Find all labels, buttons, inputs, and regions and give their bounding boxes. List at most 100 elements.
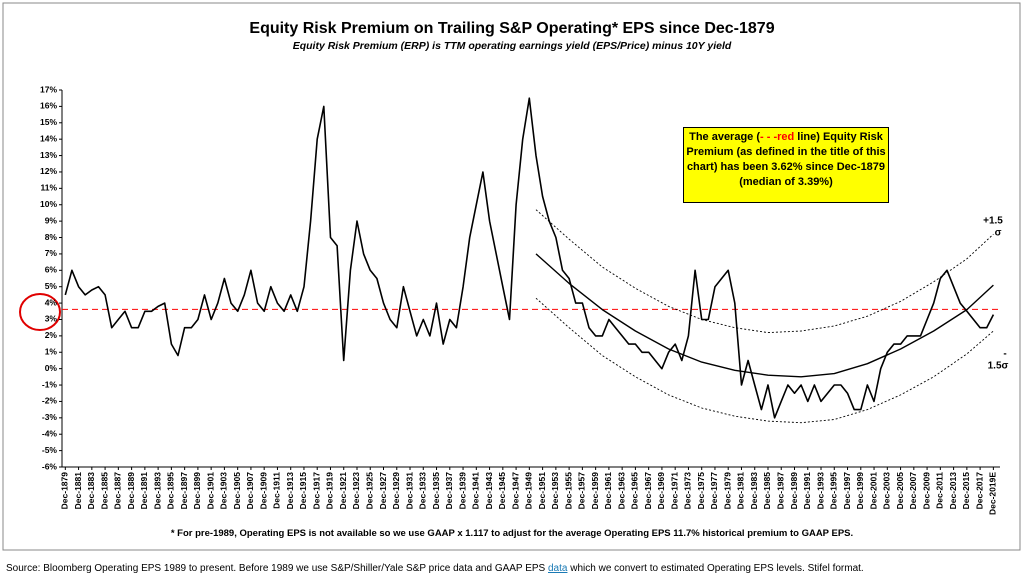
x-tick-label: Dec-1937 [444, 472, 454, 510]
x-tick-label: Dec-1997 [842, 472, 852, 510]
x-tick-label: Dec-1981 [736, 472, 746, 510]
x-tick-label: Dec-1951 [537, 472, 547, 510]
x-tick-label: Dec-1955 [563, 472, 573, 510]
chart-title: Equity Risk Premium on Trailing S&P Oper… [249, 20, 774, 37]
x-tick-label: Dec-1897 [179, 472, 189, 510]
x-tick-label: Dec-2015 [961, 472, 971, 510]
x-tick-label: Dec-1961 [603, 472, 613, 510]
x-tick-label: Dec-1987 [775, 472, 785, 510]
y-tick-label: 12% [40, 166, 57, 176]
x-tick-label: Dec-1979 [722, 472, 732, 510]
y-tick-label: -4% [42, 428, 58, 438]
x-tick-label: Dec-1947 [510, 472, 520, 510]
x-tick-label: Dec-1945 [497, 472, 507, 510]
x-tick-label: Dec-1965 [630, 472, 640, 510]
x-tick-label: Dec-1973 [683, 472, 693, 510]
x-tick-label: Dec-1949 [524, 472, 534, 510]
x-tick-label: Dec-1887 [113, 472, 123, 510]
x-tick-label: Dec-1935 [431, 472, 441, 510]
x-tick-label: Dec-1985 [762, 472, 772, 510]
x-tick-label: Dec-1931 [404, 472, 414, 510]
highlight-circle [19, 293, 61, 331]
x-tick-label: Dec-2005 [895, 472, 905, 510]
x-tick-label: Dec-1957 [577, 472, 587, 510]
chart-subtitle: Equity Risk Premium (ERP) is TTM operati… [293, 40, 732, 52]
series-line [64, 97, 995, 419]
y-tick-label: 2% [45, 330, 58, 340]
x-tick-label: Dec-1989 [789, 472, 799, 510]
source-link[interactable]: data [548, 563, 568, 574]
x-tick-label: Dec-1917 [311, 472, 321, 510]
x-tick-label: Dec-1921 [338, 472, 348, 510]
x-tick-label: Dec-1993 [815, 472, 825, 510]
chart-frame [2, 2, 1021, 551]
x-tick-label: Dec-1995 [829, 472, 839, 510]
y-tick-label: -3% [42, 412, 58, 422]
source-text: which we convert to estimated Operating … [567, 563, 864, 574]
x-tick-label: Dec-2013 [948, 472, 958, 510]
annotation-red: - - -red [760, 131, 795, 143]
band-label-lower: - [1003, 349, 1006, 360]
x-tick-label: Dec-1927 [378, 472, 388, 510]
x-tick-label: Dec-1885 [99, 472, 109, 510]
y-tick-label: 11% [40, 183, 57, 193]
annotation-text: line) Equity Risk Premium (as defined in… [686, 131, 886, 188]
x-tick-label: Dec-1971 [669, 472, 679, 510]
x-tick-label: Dec-2003 [882, 472, 892, 510]
y-tick-label: -1% [42, 379, 58, 389]
x-tick-label: Dec-1939 [457, 472, 467, 510]
x-tick-label: Dec-2019E [988, 472, 998, 515]
y-tick-label: 3% [45, 314, 58, 324]
series-line [535, 209, 994, 334]
x-tick-label: Dec-1933 [418, 472, 428, 510]
band-label-lower: 1.5σ [988, 361, 1009, 372]
x-tick-label: Dec-1893 [152, 472, 162, 510]
plot-area: -6% -5% -4% -3% -2% -1% 0% 1% 2% 3% 4% 5% 6% 7% 8% 9% 10… [40, 84, 1009, 515]
x-tick-label: Dec-1913 [285, 472, 295, 510]
x-tick-label: Dec-1907 [245, 472, 255, 510]
x-tick-label: Dec-1903 [219, 472, 229, 510]
x-tick-label: Dec-1909 [258, 472, 268, 510]
x-tick-label: Dec-1905 [232, 472, 242, 510]
band-label-upper: +1.5 [983, 216, 1003, 227]
footnote: * For pre-1989, Operating EPS is not ava… [170, 528, 854, 539]
x-tick-label: Dec-1915 [298, 472, 308, 510]
y-tick-label: 14% [40, 133, 57, 143]
y-tick-label: -2% [42, 396, 58, 406]
x-tick-label: Dec-1919 [325, 472, 335, 510]
series-line [535, 297, 994, 424]
y-tick-label: 8% [45, 232, 58, 242]
y-tick-label: 4% [45, 297, 58, 307]
x-tick-label: Dec-1891 [139, 472, 149, 510]
x-tick-label: Dec-1895 [166, 472, 176, 510]
x-tick-label: Dec-2001 [868, 472, 878, 510]
annotation-text: The average ( [689, 131, 761, 143]
x-tick-label: Dec-1975 [696, 472, 706, 510]
y-tick-label: 16% [40, 101, 57, 111]
y-tick-label: 10% [40, 199, 57, 209]
x-tick-label: Dec-1901 [205, 472, 215, 510]
annotation-box: The average (- - -red line) Equity Risk … [683, 127, 889, 203]
y-tick-label: 15% [40, 117, 57, 127]
x-tick-label: Dec-1889 [126, 472, 136, 510]
x-tick-label: Dec-1883 [86, 472, 96, 510]
x-tick-label: Dec-1983 [749, 472, 759, 510]
y-tick-label: 17% [40, 84, 57, 94]
x-tick-label: Dec-1899 [192, 472, 202, 510]
y-tick-label: 9% [45, 215, 58, 225]
y-tick-label: 7% [45, 248, 58, 258]
y-tick-label: 0% [45, 363, 58, 373]
x-tick-label: Dec-2009 [921, 472, 931, 510]
source: Source: Bloomberg Operating EPS 1989 to … [6, 563, 864, 574]
x-tick-label: Dec-1953 [550, 472, 560, 510]
y-tick-label: 6% [45, 265, 58, 275]
y-tick-label: 13% [40, 150, 57, 160]
y-tick-label: 5% [45, 281, 58, 291]
y-tick-label: -5% [42, 445, 58, 455]
x-tick-label: Dec-1881 [73, 472, 83, 510]
x-tick-label: Dec-1959 [590, 472, 600, 510]
x-tick-label: Dec-2011 [935, 472, 945, 509]
x-tick-label: Dec-2007 [908, 472, 918, 510]
